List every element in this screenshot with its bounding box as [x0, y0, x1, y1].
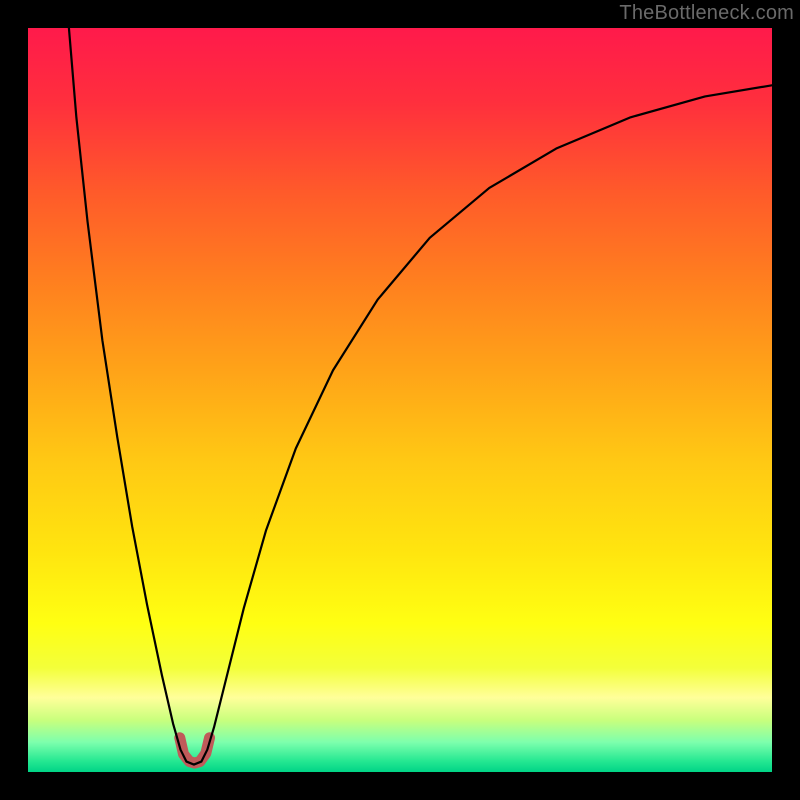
bottleneck-chart: TheBottleneck.com — [0, 0, 800, 800]
border-right — [772, 0, 800, 800]
watermark-text: TheBottleneck.com — [619, 2, 794, 25]
bottleneck-curve — [69, 28, 772, 765]
chart-svg — [28, 28, 772, 772]
border-bottom — [0, 772, 800, 800]
border-left — [0, 0, 28, 800]
plot-area — [28, 28, 772, 772]
